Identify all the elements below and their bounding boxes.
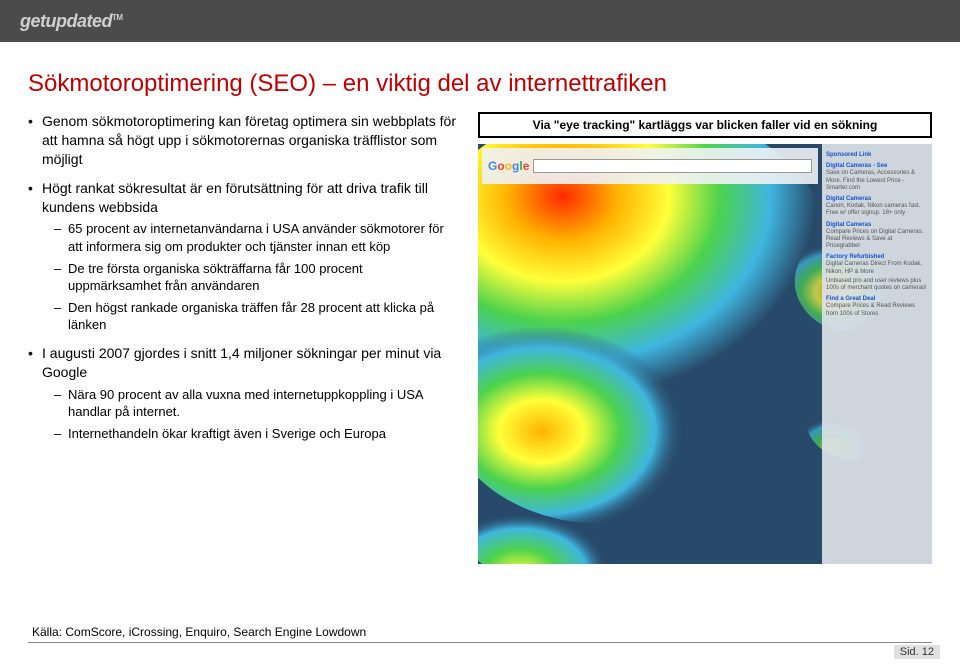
sub-bullet-item: Nära 90 procent av alla vuxna med intern… xyxy=(54,386,458,421)
google-search-banner: Google xyxy=(482,148,818,184)
sub-bullet-item: De tre första organiska sökträffarna får… xyxy=(54,260,458,295)
bullet-text: Genom sökmotoroptimering kan företag opt… xyxy=(42,113,456,167)
side-link-header: Factory Refurbished xyxy=(826,254,928,261)
google-logo: Google xyxy=(488,159,529,173)
side-link-header: Digital Cameras xyxy=(826,196,928,203)
sub-bullet-list: Nära 90 procent av alla vuxna med intern… xyxy=(54,386,458,443)
side-link-text: Canon, Kodak, Nikon cameras fast. Free w… xyxy=(826,203,928,217)
brand-tm: TM xyxy=(112,13,123,22)
right-column: Via "eye tracking" kartläggs var blicken… xyxy=(478,112,932,564)
footer-divider xyxy=(28,642,932,643)
brand-logo: getupdatedTM xyxy=(20,11,123,32)
sub-bullet-item: 65 procent av internetanvändarna i USA a… xyxy=(54,220,458,255)
eye-tracking-heatmap: Google Sponsored Link Digital Cameras - … xyxy=(478,144,932,564)
page-number: Sid. 12 xyxy=(894,645,940,659)
sponsored-links-sidebar: Sponsored Link Digital Cameras - See Sav… xyxy=(822,144,932,564)
bullet-item: Genom sökmotoroptimering kan företag opt… xyxy=(28,112,458,169)
sub-bullet-item: Den högst rankade organiska träffen får … xyxy=(54,299,458,334)
bullet-text: I augusti 2007 gjordes i snitt 1,4 miljo… xyxy=(42,345,441,380)
side-link-text: Compare Prices on Digital Cameras. Read … xyxy=(826,229,928,251)
side-link-header: Digital Cameras xyxy=(826,222,928,229)
bullet-list: Genom sökmotoroptimering kan företag opt… xyxy=(28,112,458,442)
side-link-header: Find a Great Deal xyxy=(826,296,928,303)
side-link-text: Unbiased pro and user reviews plus 100s … xyxy=(826,278,928,292)
heatmap-caption: Via "eye tracking" kartläggs var blicken… xyxy=(478,112,932,138)
sub-bullet-item: Internethandeln ökar kraftigt även i Sve… xyxy=(54,425,458,443)
header-bar: getupdatedTM xyxy=(0,0,960,42)
bullet-text: Högt rankat sökresultat är en förutsättn… xyxy=(42,180,428,215)
side-link-text: Compare Prices & Read Reviews from 100s … xyxy=(826,303,928,317)
brand-name: getupdated xyxy=(20,11,112,31)
search-input-visual xyxy=(533,159,812,173)
side-link-header: Digital Cameras - See xyxy=(826,163,928,170)
left-column: Genom sökmotoroptimering kan företag opt… xyxy=(28,112,458,564)
slide-title: Sökmotoroptimering (SEO) – en viktig del… xyxy=(28,70,932,98)
bullet-item: Högt rankat sökresultat är en förutsättn… xyxy=(28,179,458,334)
bullet-item: I augusti 2007 gjordes i snitt 1,4 miljo… xyxy=(28,344,458,442)
side-link-text: Digital Cameras Direct From Kodak, Nikon… xyxy=(826,261,928,275)
two-column-layout: Genom sökmotoroptimering kan företag opt… xyxy=(28,112,932,564)
side-link-header: Sponsored Link xyxy=(826,152,928,159)
slide-body: Sökmotoroptimering (SEO) – en viktig del… xyxy=(0,42,960,564)
sub-bullet-list: 65 procent av internetanvändarna i USA a… xyxy=(54,220,458,333)
source-footnote: Källa: ComScore, iCrossing, Enquiro, Sea… xyxy=(32,625,366,639)
side-link-text: Save on Cameras, Accessories & More. Fin… xyxy=(826,170,928,192)
